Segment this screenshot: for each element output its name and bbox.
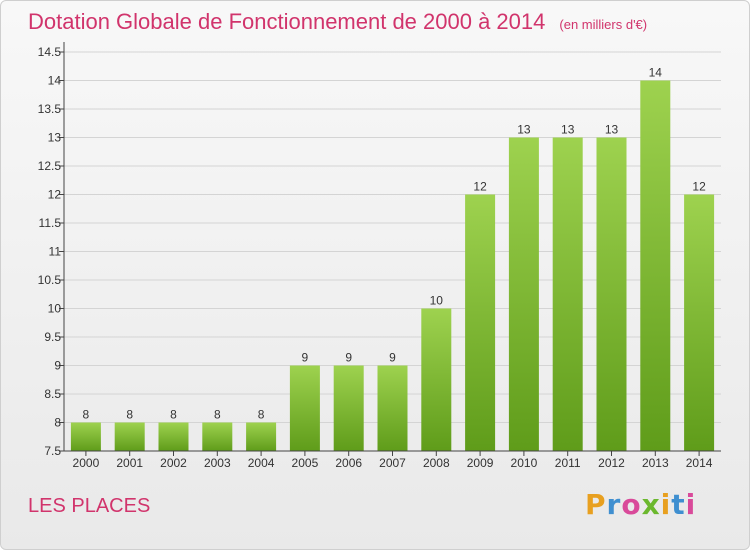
logo-letter: r (606, 488, 622, 521)
y-tick-label: 8 (54, 416, 61, 430)
bar (508, 137, 539, 451)
y-tick-label: 11 (49, 245, 62, 259)
chart-subtitle: (en milliers d'€) (559, 17, 648, 32)
bar (684, 194, 715, 451)
x-tick-label: 2013 (642, 456, 669, 470)
x-tick-label: 2007 (379, 456, 406, 470)
y-tick-label: 14 (48, 74, 62, 88)
y-tick-label: 12 (48, 188, 62, 202)
data-label: 14 (649, 66, 663, 80)
data-label: 8 (214, 408, 221, 422)
logo-letter: x (641, 488, 661, 521)
logo-letter: i (660, 488, 672, 521)
bar (465, 194, 496, 451)
x-tick-label: 2012 (598, 456, 625, 470)
x-tick-label: 2011 (555, 456, 581, 470)
data-label: 12 (692, 180, 706, 194)
bar (640, 80, 671, 451)
logo-letter: o (621, 488, 642, 521)
y-tick-label: 10 (48, 302, 62, 316)
bar (114, 422, 145, 451)
x-tick-label: 2008 (423, 456, 450, 470)
axes (59, 42, 721, 456)
x-tick-label: 2002 (160, 456, 187, 470)
bar (552, 137, 583, 451)
data-label: 13 (605, 123, 619, 137)
x-tick-label: 2001 (116, 456, 143, 470)
y-tick-label: 9.5 (44, 330, 61, 344)
bar (596, 137, 627, 451)
bar (333, 365, 364, 451)
y-tick-label: 13.5 (38, 102, 62, 116)
bar (246, 422, 277, 451)
y-tick-label: 14.5 (38, 45, 62, 59)
y-tick-label: 12.5 (38, 159, 62, 173)
x-tick-label: 2004 (248, 456, 275, 470)
data-label: 9 (302, 351, 309, 365)
x-tick-label: 2005 (292, 456, 319, 470)
proxiti-logo: Proxiti (585, 488, 696, 521)
data-label: 12 (473, 180, 487, 194)
data-label: 9 (345, 351, 352, 365)
x-tick-label: 2003 (204, 456, 231, 470)
y-tick-label: 13 (48, 131, 62, 145)
data-label: 10 (430, 294, 444, 308)
bar (377, 365, 408, 451)
data-label: 8 (126, 408, 133, 422)
bar (421, 308, 452, 451)
bars (70, 80, 715, 451)
logo-letter: t (671, 488, 686, 521)
logo-letter: i (685, 488, 697, 521)
x-tick-label: 2014 (686, 456, 713, 470)
y-tick-label: 9 (54, 359, 61, 373)
y-tick-label: 8.5 (44, 387, 61, 401)
commune-name: LES PLACES (28, 495, 151, 517)
bar (70, 422, 101, 451)
chart-title-text: Dotation Globale de Fonctionnement de 20… (28, 9, 546, 34)
bar (158, 422, 189, 451)
labels: 7.5 8 8.5 9 9.5 10 10.5 11 11.5 12 12.5 13 13.5 14 14.… (38, 45, 713, 470)
bar (202, 422, 233, 451)
y-tick-label: 10.5 (38, 273, 62, 287)
data-label: 9 (389, 351, 396, 365)
data-label: 8 (170, 408, 177, 422)
bar (289, 365, 320, 451)
y-tick-label: 7.5 (44, 444, 61, 458)
data-label: 13 (561, 123, 575, 137)
x-tick-label: 2006 (335, 456, 362, 470)
logo-letter: P (585, 488, 607, 521)
data-label: 8 (258, 408, 265, 422)
chart-title: Dotation Globale de Fonctionnement de 20… (28, 9, 647, 35)
x-tick-label: 2009 (467, 456, 494, 470)
y-tick-label: 11.5 (39, 216, 62, 230)
x-tick-label: 2000 (73, 456, 100, 470)
data-label: 13 (517, 123, 531, 137)
x-tick-label: 2010 (511, 456, 538, 470)
data-label: 8 (83, 408, 90, 422)
